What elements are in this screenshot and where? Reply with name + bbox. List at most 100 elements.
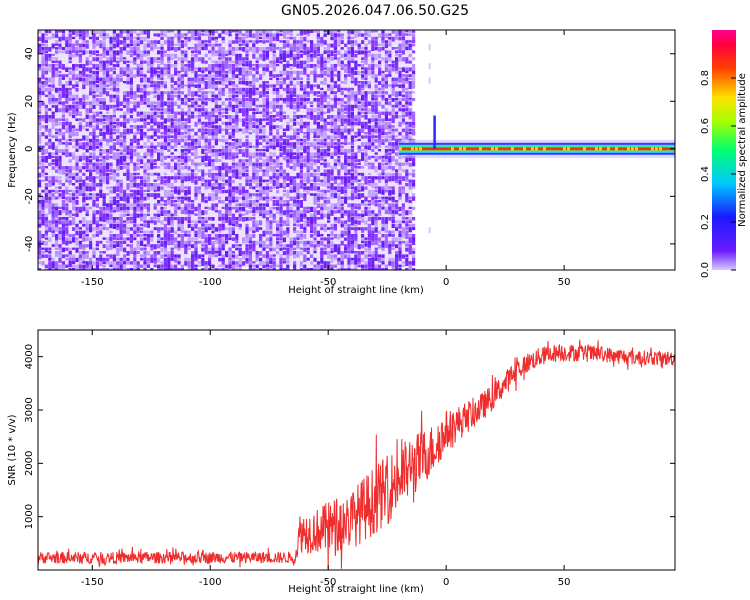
- noise-cell: [262, 172, 266, 177]
- noise-cell: [153, 193, 157, 197]
- noise-cell: [330, 234, 334, 237]
- noise-cell: [364, 125, 368, 130]
- noise-cell: [180, 50, 184, 54]
- noise-cell: [38, 115, 42, 120]
- noise-cell: [51, 179, 55, 184]
- noise-cell: [221, 217, 225, 221]
- noise-cell: [238, 101, 242, 105]
- noise-cell: [99, 240, 103, 244]
- noise-cell: [242, 193, 246, 198]
- noise-cell: [102, 159, 106, 163]
- noise-cell: [276, 138, 280, 143]
- noise-cell: [129, 176, 133, 180]
- noise-cell: [184, 101, 188, 106]
- noise-cell: [197, 162, 201, 166]
- noise-cell: [255, 159, 259, 163]
- noise-cell: [75, 67, 79, 71]
- noise-cell: [112, 77, 116, 82]
- noise-cell: [170, 138, 174, 143]
- noise-cell: [150, 84, 154, 88]
- noise-cell: [102, 261, 106, 264]
- noise-cell: [75, 237, 79, 241]
- noise-cell: [282, 87, 286, 92]
- noise-cell: [126, 50, 130, 55]
- noise-cell: [187, 247, 191, 250]
- noise-cell: [143, 101, 147, 105]
- noise-cell: [357, 118, 361, 124]
- noise-cell: [163, 268, 167, 270]
- noise-cell: [231, 217, 235, 221]
- noise-cell: [95, 125, 99, 130]
- noise-cell: [160, 47, 164, 50]
- noise-cell: [38, 220, 42, 225]
- noise-cell: [174, 240, 178, 244]
- noise-cell: [123, 43, 127, 48]
- noise-cell: [61, 125, 65, 130]
- noise-cell: [354, 251, 358, 254]
- noise-cell: [262, 132, 266, 135]
- noise-cell: [143, 257, 147, 263]
- noise-cell: [265, 40, 269, 43]
- noise-cell: [316, 189, 320, 193]
- noise-cell: [89, 176, 93, 180]
- noise-cell: [136, 264, 140, 269]
- noise-cell: [126, 101, 130, 107]
- noise-cell: [146, 33, 150, 39]
- noise-cell: [310, 152, 314, 156]
- noise-cell: [333, 227, 337, 231]
- noise-cell: [184, 94, 188, 98]
- noise-cell: [347, 155, 351, 159]
- noise-cell: [95, 183, 99, 187]
- noise-cell: [252, 115, 256, 120]
- noise-cell: [293, 213, 297, 219]
- noise-cell: [180, 237, 184, 242]
- noise-cell: [225, 50, 229, 54]
- noise-cell: [116, 101, 120, 106]
- noise-cell: [119, 40, 123, 45]
- noise-cell: [337, 115, 341, 120]
- noise-cell: [197, 43, 201, 48]
- noise-cell: [112, 30, 116, 35]
- noise-cell: [286, 98, 290, 102]
- noise-cell: [102, 217, 106, 223]
- noise-cell: [347, 94, 351, 99]
- noise-cell: [313, 240, 317, 244]
- noise-cell: [214, 234, 218, 239]
- noise-cell: [38, 240, 42, 244]
- noise-cell: [153, 183, 157, 188]
- noise-cell: [320, 251, 324, 256]
- noise-cell: [204, 206, 208, 209]
- noise-cell: [160, 111, 164, 115]
- noise-cell: [126, 251, 130, 256]
- noise-cell: [116, 189, 120, 193]
- noise-cell: [187, 155, 191, 161]
- noise-cell: [323, 193, 327, 196]
- noise-cell: [289, 251, 293, 256]
- noise-cell: [194, 186, 198, 191]
- noise-cell: [48, 251, 52, 254]
- noise-cell: [146, 149, 150, 154]
- noise-cell: [55, 121, 59, 126]
- noise-cell: [51, 94, 55, 99]
- noise-cell: [218, 57, 222, 60]
- noise-cell: [55, 43, 59, 46]
- noise-cell: [194, 206, 198, 212]
- noise-cell: [310, 128, 314, 134]
- noise-cell: [344, 101, 348, 104]
- noise-cell: [123, 121, 127, 126]
- noise-cell: [248, 84, 252, 87]
- noise-cell: [197, 203, 201, 208]
- noise-cell: [92, 50, 96, 55]
- noise-cell: [116, 206, 120, 212]
- noise-cell: [221, 149, 225, 153]
- noise-cell: [126, 210, 130, 213]
- noise-cell: [204, 101, 208, 106]
- noise-cell: [136, 128, 140, 132]
- noise-cell: [269, 128, 273, 132]
- noise-cell: [41, 261, 45, 266]
- noise-cell: [279, 206, 283, 211]
- noise-cell: [316, 244, 320, 248]
- noise-cell: [167, 30, 171, 33]
- noise-cell: [327, 254, 331, 259]
- noise-cell: [279, 33, 283, 36]
